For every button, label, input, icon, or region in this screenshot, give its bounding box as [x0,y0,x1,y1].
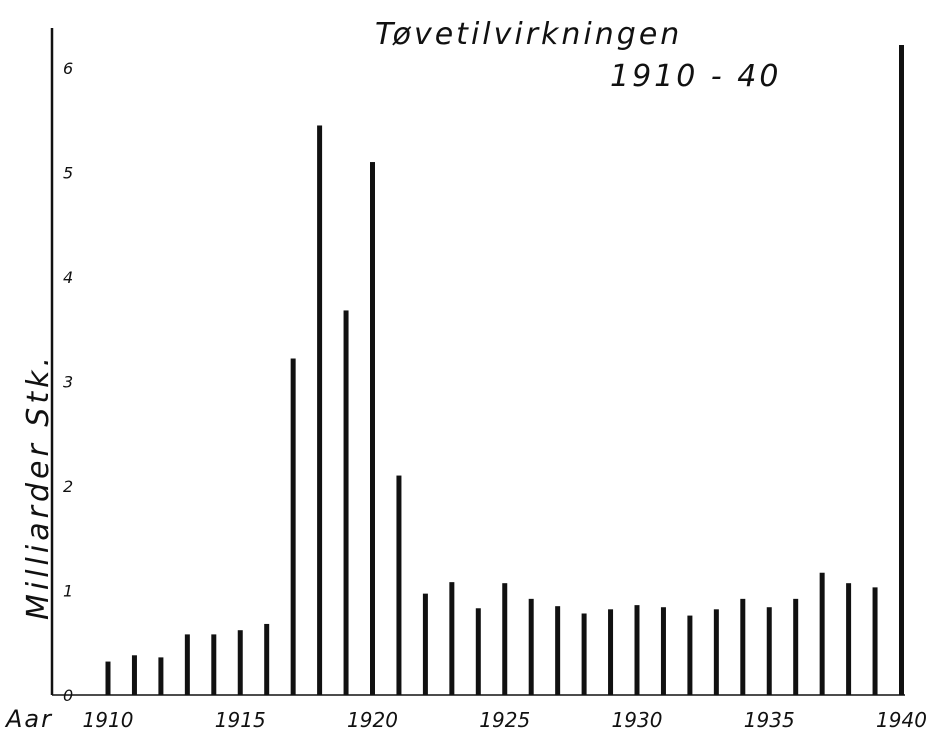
y-axis-label: Milliarder Stk. [21,353,56,620]
x-tick-label: 1935 [744,708,795,732]
bar-1935 [766,607,772,695]
bar-1937 [819,572,825,695]
bar-1910 [105,661,111,695]
y-tick-label: 2 [63,477,73,496]
x-axis-label: Aar [4,705,53,732]
bar-1918 [317,125,323,696]
bar-1913 [184,634,190,695]
bar-1923 [449,582,455,695]
bar-1929 [608,609,614,695]
bar-1919 [343,310,349,695]
bar-1939 [872,587,878,695]
bar-1927 [555,606,561,695]
chart-subtitle: 1910 - 40 [610,59,781,94]
x-tick-labels: 1910 1915 1920 1925 1930 1935 1940 [83,708,927,732]
x-tick-label: 1925 [479,708,530,732]
x-tick-label: 1940 [876,708,927,732]
bar-1911 [131,655,137,695]
bar-1930 [634,605,640,695]
bar-1932 [687,615,693,695]
bar-1926 [528,598,534,695]
bar-1920 [370,162,375,696]
bar-1922 [422,593,428,695]
y-tick-label: 5 [63,164,73,183]
x-tick-label: 1910 [83,708,134,732]
bar-1931 [660,607,666,695]
bar-1936 [793,598,799,695]
bar-1938 [846,583,852,695]
bar-1933 [713,609,719,695]
x-tick-label: 1930 [612,708,663,732]
bar-1925 [502,583,508,695]
y-tick-label: 6 [63,59,73,78]
y-tick-label: 1 [63,582,73,601]
bar-1924 [475,608,481,695]
bar-1915 [237,630,243,695]
bars [105,45,904,696]
bar-1912 [158,657,164,695]
x-tick-label: 1920 [347,708,398,732]
bar-1917 [290,358,296,695]
bar-1934 [740,598,746,695]
bar-1921 [396,475,402,695]
chart-title: Tøvetilvirkningen [375,17,682,52]
bar-1914 [211,634,217,695]
y-tick-label: 4 [63,268,73,287]
bar-1940 [899,45,904,695]
bar-1916 [264,623,270,695]
bar-1928 [581,613,587,695]
x-tick-label: 1915 [215,708,266,732]
y-tick-label: 3 [63,373,73,392]
